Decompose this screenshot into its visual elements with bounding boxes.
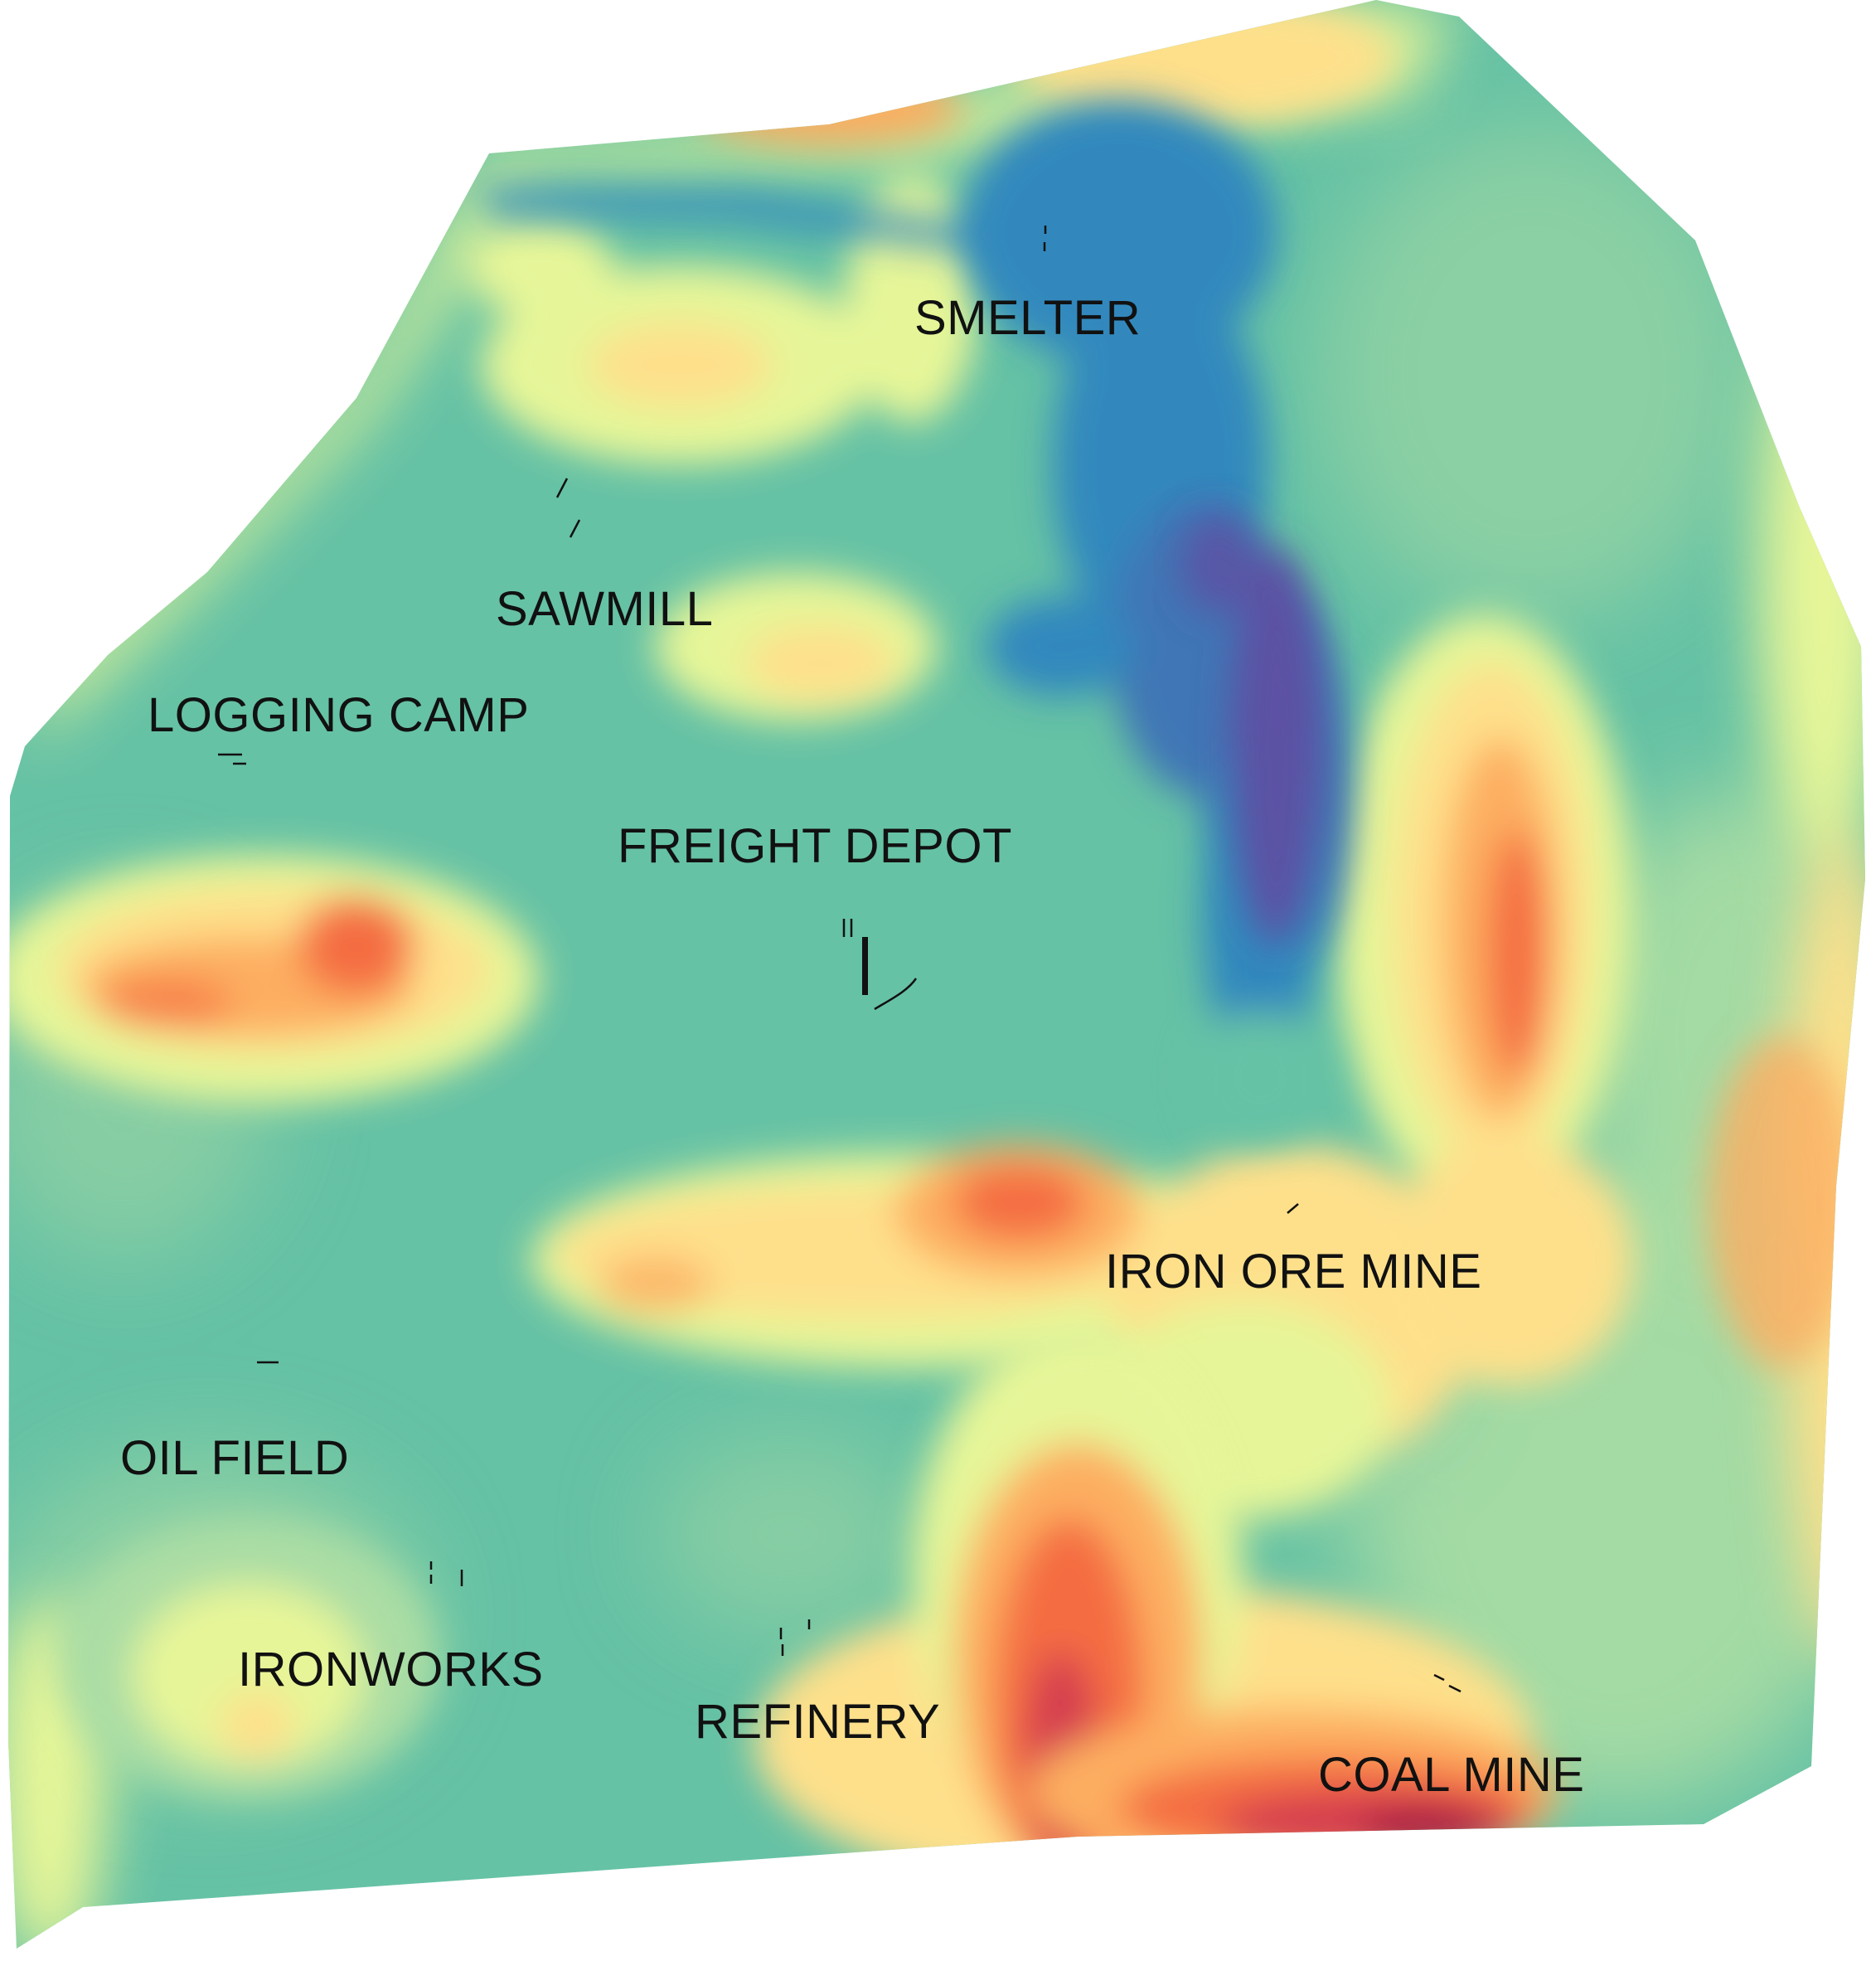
label-coal-mine: COAL MINE	[1318, 1748, 1584, 1802]
label-ironworks: IRONWORKS	[238, 1643, 544, 1696]
label-freight-depot: FREIGHT DEPOT	[618, 819, 1012, 873]
label-sawmill: SAWMILL	[496, 582, 713, 636]
label-oil-field: OIL FIELD	[120, 1431, 349, 1485]
label-logging-camp: LOGGING CAMP	[148, 688, 529, 742]
place-labels: SMELTER SAWMILL LOGGING CAMP FREIGHT DEP…	[120, 291, 1584, 1802]
label-smelter: SMELTER	[914, 291, 1141, 345]
label-refinery: REFINERY	[695, 1695, 940, 1749]
label-iron-ore-mine: IRON ORE MINE	[1105, 1245, 1481, 1298]
map-marks	[218, 226, 1462, 1693]
